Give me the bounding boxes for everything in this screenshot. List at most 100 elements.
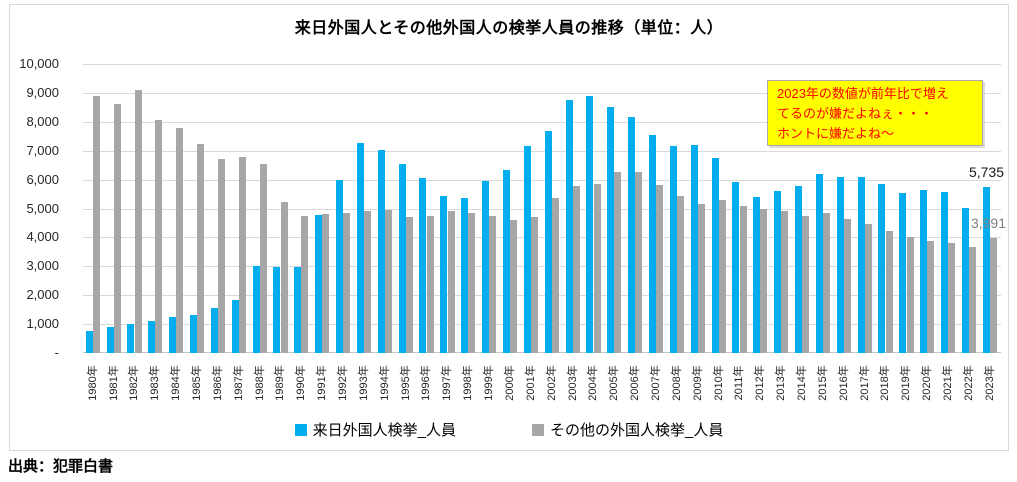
bar-visiting-2012[interactable] [753, 197, 761, 353]
bar-visiting-1984[interactable] [169, 317, 177, 353]
bar-visiting-1994[interactable] [377, 150, 385, 353]
bar-visiting-1997[interactable] [440, 196, 448, 353]
bar-visiting-1995[interactable] [398, 164, 406, 353]
bar-other-1984[interactable] [176, 128, 184, 353]
x-tick-label-1983: 1983年 [149, 365, 162, 401]
x-tick-label-2012: 2012年 [754, 365, 767, 401]
bar-other-1992[interactable] [343, 213, 351, 353]
bar-visiting-1991[interactable] [315, 215, 323, 353]
bar-visiting-1987[interactable] [231, 300, 239, 353]
bar-visiting-2002[interactable] [544, 131, 552, 353]
bar-other-2020[interactable] [927, 241, 935, 353]
bar-other-1997[interactable] [447, 211, 455, 353]
bar-other-1993[interactable] [364, 211, 371, 353]
legend-item-other-foreigners[interactable]: その他の外国人検挙_人員 [532, 419, 723, 440]
bar-other-2012[interactable] [760, 209, 768, 353]
bar-visiting-1986[interactable] [210, 308, 218, 353]
bar-visiting-1990[interactable] [294, 267, 302, 353]
bar-visiting-1999[interactable] [482, 181, 489, 353]
gridline [83, 64, 1001, 65]
bar-visiting-2014[interactable] [795, 186, 802, 353]
bar-visiting-1980[interactable] [85, 331, 93, 353]
bar-other-2015[interactable] [823, 213, 830, 353]
bar-visiting-2021[interactable] [941, 192, 948, 353]
bar-other-1990[interactable] [301, 216, 309, 353]
bar-other-2018[interactable] [885, 231, 893, 353]
bar-other-1980[interactable] [92, 96, 100, 353]
bar-visiting-2004[interactable] [586, 96, 594, 353]
annotation-textbox[interactable]: 2023年の数値が前年比で増え てるのが嫌だよねぇ・・・ ホントに嫌だよね～ [767, 80, 983, 146]
bar-other-2001[interactable] [530, 217, 538, 353]
bar-visiting-1982[interactable] [127, 324, 135, 353]
bar-visiting-2008[interactable] [669, 146, 677, 353]
bar-other-1985[interactable] [197, 144, 205, 353]
bar-other-1983[interactable] [155, 120, 163, 353]
bar-other-1987[interactable] [238, 157, 246, 353]
bar-other-1995[interactable] [405, 217, 413, 353]
bar-other-1998[interactable] [468, 213, 476, 353]
bar-other-2021[interactable] [948, 243, 956, 353]
bar-other-2016[interactable] [843, 219, 851, 353]
bar-visiting-2017[interactable] [857, 177, 865, 353]
bar-visiting-1988[interactable] [252, 266, 260, 353]
bar-visiting-2022[interactable] [961, 208, 969, 353]
bar-visiting-1981[interactable] [106, 327, 114, 353]
bar-other-2023[interactable] [989, 238, 997, 353]
bar-other-1989[interactable] [280, 202, 288, 353]
bar-other-2014[interactable] [802, 216, 810, 353]
bar-other-2004[interactable] [593, 184, 601, 353]
x-tick-label-2001: 2001年 [524, 365, 537, 401]
bar-other-2006[interactable] [635, 172, 643, 353]
bar-other-1994[interactable] [384, 210, 392, 353]
bar-visiting-2000[interactable] [502, 170, 510, 353]
bar-other-2009[interactable] [697, 204, 705, 353]
bar-visiting-2010[interactable] [711, 158, 719, 353]
bar-visiting-2009[interactable] [690, 145, 698, 353]
bar-visiting-2006[interactable] [628, 117, 636, 353]
bar-visiting-2020[interactable] [920, 190, 928, 353]
bar-other-2007[interactable] [656, 185, 664, 353]
bar-visiting-1983[interactable] [148, 321, 156, 353]
bar-other-1982[interactable] [134, 90, 142, 353]
bar-visiting-2016[interactable] [836, 177, 844, 353]
bar-other-2002[interactable] [551, 198, 559, 353]
bar-other-2017[interactable] [864, 224, 872, 353]
bar-other-1999[interactable] [489, 216, 497, 353]
bar-other-2008[interactable] [677, 196, 684, 353]
x-tick-label-2023: 2023年 [983, 365, 996, 401]
bar-other-2003[interactable] [572, 186, 580, 353]
bar-visiting-2005[interactable] [607, 107, 615, 353]
bar-visiting-2011[interactable] [732, 182, 740, 353]
bar-other-2022[interactable] [969, 247, 977, 353]
bar-other-2011[interactable] [739, 206, 747, 353]
bar-other-1996[interactable] [426, 216, 434, 353]
annotation-line-1: 2023年の数値が前年比で増え [777, 86, 949, 101]
bar-other-1981[interactable] [113, 104, 121, 353]
bar-other-1991[interactable] [322, 214, 330, 353]
bar-visiting-1996[interactable] [419, 178, 427, 353]
bar-visiting-2018[interactable] [878, 184, 886, 353]
bar-other-2000[interactable] [510, 220, 518, 353]
bar-visiting-1989[interactable] [273, 267, 281, 353]
legend-item-visiting-foreigners[interactable]: 来日外国人検挙_人員 [294, 419, 456, 440]
bar-other-2005[interactable] [614, 172, 622, 353]
bar-visiting-2023[interactable] [982, 187, 990, 353]
bar-other-2019[interactable] [906, 237, 914, 353]
bar-visiting-1985[interactable] [189, 315, 197, 353]
bar-visiting-2015[interactable] [815, 174, 823, 353]
bar-visiting-2013[interactable] [774, 191, 782, 353]
bar-visiting-1993[interactable] [356, 143, 364, 353]
x-tick-label-2010: 2010年 [712, 365, 725, 401]
bar-other-1988[interactable] [259, 164, 267, 353]
bar-visiting-2001[interactable] [523, 146, 531, 353]
bar-other-2013[interactable] [781, 211, 789, 353]
x-tick-label-1980: 1980年 [86, 365, 99, 401]
gridline [83, 151, 1001, 152]
bar-visiting-2003[interactable] [565, 100, 573, 353]
bar-visiting-2007[interactable] [648, 135, 656, 353]
bar-other-1986[interactable] [218, 159, 225, 353]
bar-visiting-2019[interactable] [899, 193, 907, 353]
bar-visiting-1992[interactable] [336, 180, 343, 353]
bar-visiting-1998[interactable] [461, 198, 469, 353]
bar-other-2010[interactable] [718, 200, 726, 353]
